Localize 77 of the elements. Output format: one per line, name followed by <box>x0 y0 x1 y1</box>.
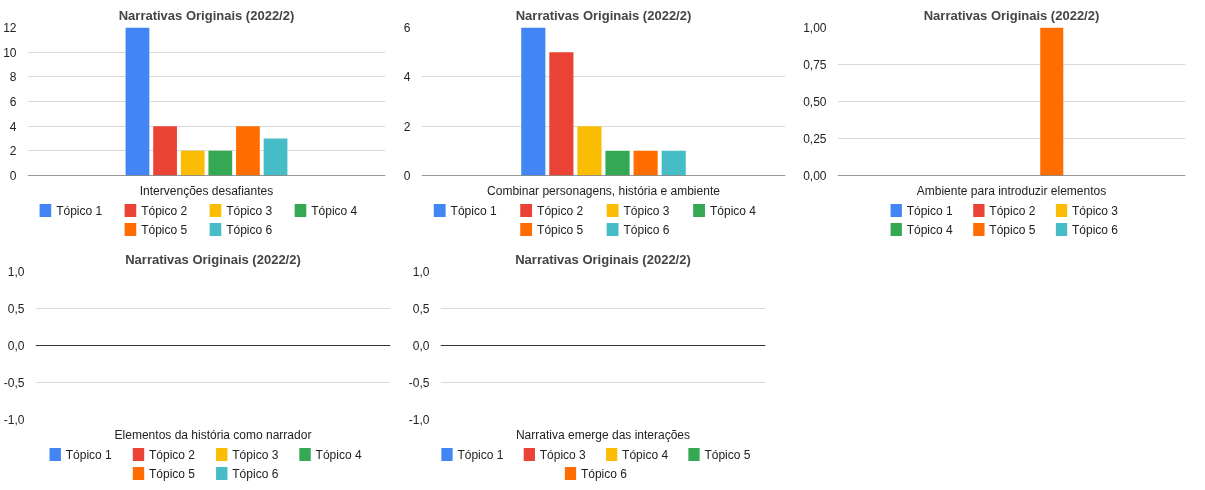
y-tick-label: 2 <box>403 119 411 134</box>
chart-title: Narrativas Originais (2022/2) <box>515 7 692 23</box>
legend-label: Tópico 4 <box>311 203 358 218</box>
y-tick-label: 0 <box>403 169 411 183</box>
legend-label: Tópico 1 <box>450 203 497 218</box>
y-tick-label: 0,0 <box>412 339 430 353</box>
legend-label: Tópico 6 <box>232 466 279 481</box>
legend-label: Tópico 5 <box>141 222 188 237</box>
chart-title: Narrativas Originais (2022/2) <box>923 7 1100 23</box>
legend-label: Tópico 2 <box>537 203 584 218</box>
legend-label: Tópico 3 <box>623 203 670 218</box>
legend-label: Tópico 1 <box>56 203 103 218</box>
y-tick-label: -0,5 <box>3 376 25 390</box>
legend-label: Tópico 6 <box>623 222 670 237</box>
y-tick-label: 0,5 <box>412 302 430 316</box>
bar <box>153 126 177 176</box>
chart-title: Narrativas Originais (2022/2) <box>118 7 295 23</box>
y-tick-label: 8 <box>9 70 17 85</box>
x-tick-label: Intervenções desafiantes <box>139 183 274 198</box>
legend-label: Tópico 1 <box>65 447 113 462</box>
y-tick-label: 4 <box>9 119 17 134</box>
legend-label: Tópico 2 <box>989 203 1036 218</box>
y-tick-label: 1,0 <box>412 265 430 279</box>
bar <box>236 126 260 176</box>
x-tick-label: Ambiente para introduzir elementos <box>916 183 1107 198</box>
legend-label: Tópico 4 <box>622 447 669 462</box>
bar <box>549 52 574 176</box>
legend-label: Tópico 5 <box>149 466 196 481</box>
legend-label: Tópico 2 <box>149 447 196 462</box>
chart-title: Narrativas Originais (2022/2) <box>125 251 301 267</box>
legend-label: Tópico 6 <box>226 222 273 237</box>
bar <box>605 150 630 176</box>
legend-label: Tópico 1 <box>457 447 504 462</box>
y-tick-label: 0,50 <box>803 95 827 109</box>
y-tick-label: 1,00 <box>803 21 827 35</box>
y-tick-label: 0,25 <box>803 132 827 146</box>
y-tick-label: -1,0 <box>3 413 25 427</box>
legend-label: Tópico 1 <box>906 203 954 218</box>
x-tick-label: Narrativa emerge das interações <box>515 427 691 442</box>
legend-label: Tópico 4 <box>315 447 362 462</box>
legend-label: Tópico 5 <box>989 222 1036 237</box>
x-tick-label: Combinar personagens, história e ambiente <box>487 183 721 198</box>
y-tick-label: 10 <box>3 45 17 60</box>
y-tick-label: 4 <box>403 70 411 85</box>
y-tick-label: 6 <box>9 95 17 109</box>
bar <box>180 150 205 176</box>
y-tick-label: 1,0 <box>7 265 25 279</box>
y-tick-label: 2 <box>9 144 17 159</box>
bar <box>633 150 658 176</box>
bar <box>125 27 150 176</box>
legend-label: Tópico 3 <box>539 447 587 462</box>
legend-label: Tópico 3 <box>226 203 273 218</box>
legend-label: Tópico 6 <box>1071 222 1119 237</box>
y-tick-label: -1,0 <box>408 413 430 427</box>
y-tick-label: 0,5 <box>7 302 25 316</box>
y-tick-label: 6 <box>403 21 411 35</box>
legend-label: Tópico 2 <box>141 203 188 218</box>
legend-label: Tópico 6 <box>580 466 628 481</box>
y-tick-label: 12 <box>3 21 17 35</box>
legend-label: Tópico 4 <box>906 222 954 237</box>
y-tick-label: 0,75 <box>803 58 827 72</box>
bar <box>263 138 288 176</box>
chart-title: Narrativas Originais (2022/2) <box>515 251 691 267</box>
legend-label: Tópico 5 <box>704 447 751 462</box>
bar <box>577 126 602 176</box>
bar <box>521 27 546 176</box>
legend-label: Tópico 5 <box>537 222 584 237</box>
bar <box>208 150 233 176</box>
y-tick-label: -0,5 <box>408 376 430 390</box>
bar <box>661 150 686 176</box>
y-tick-label: 0,00 <box>803 169 827 183</box>
x-tick-label: Elementos da história como narrador <box>114 427 312 442</box>
y-tick-label: 0 <box>9 169 17 183</box>
legend-label: Tópico 4 <box>709 203 757 218</box>
y-tick-label: 0,0 <box>7 339 25 353</box>
legend-label: Tópico 3 <box>232 447 279 462</box>
legend-label: Tópico 3 <box>1071 203 1119 218</box>
